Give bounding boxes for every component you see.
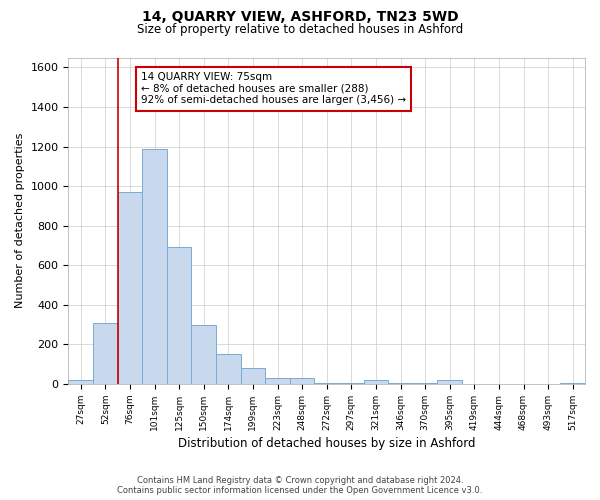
Bar bbox=[290, 378, 314, 384]
Bar bbox=[339, 383, 364, 384]
Bar bbox=[413, 383, 437, 384]
Bar bbox=[216, 354, 241, 384]
Bar bbox=[560, 383, 585, 384]
Bar bbox=[437, 380, 462, 384]
Text: Size of property relative to detached houses in Ashford: Size of property relative to detached ho… bbox=[137, 22, 463, 36]
X-axis label: Distribution of detached houses by size in Ashford: Distribution of detached houses by size … bbox=[178, 437, 475, 450]
Text: 14, QUARRY VIEW, ASHFORD, TN23 5WD: 14, QUARRY VIEW, ASHFORD, TN23 5WD bbox=[142, 10, 458, 24]
Y-axis label: Number of detached properties: Number of detached properties bbox=[15, 133, 25, 308]
Bar bbox=[388, 383, 413, 384]
Bar bbox=[241, 368, 265, 384]
Bar bbox=[364, 380, 388, 384]
Bar bbox=[68, 380, 93, 384]
Bar bbox=[314, 383, 339, 384]
Bar bbox=[93, 322, 118, 384]
Bar bbox=[118, 192, 142, 384]
Text: Contains HM Land Registry data © Crown copyright and database right 2024.
Contai: Contains HM Land Registry data © Crown c… bbox=[118, 476, 482, 495]
Bar bbox=[167, 248, 191, 384]
Bar bbox=[142, 148, 167, 384]
Text: 14 QUARRY VIEW: 75sqm
← 8% of detached houses are smaller (288)
92% of semi-deta: 14 QUARRY VIEW: 75sqm ← 8% of detached h… bbox=[141, 72, 406, 106]
Bar bbox=[265, 378, 290, 384]
Bar bbox=[191, 324, 216, 384]
